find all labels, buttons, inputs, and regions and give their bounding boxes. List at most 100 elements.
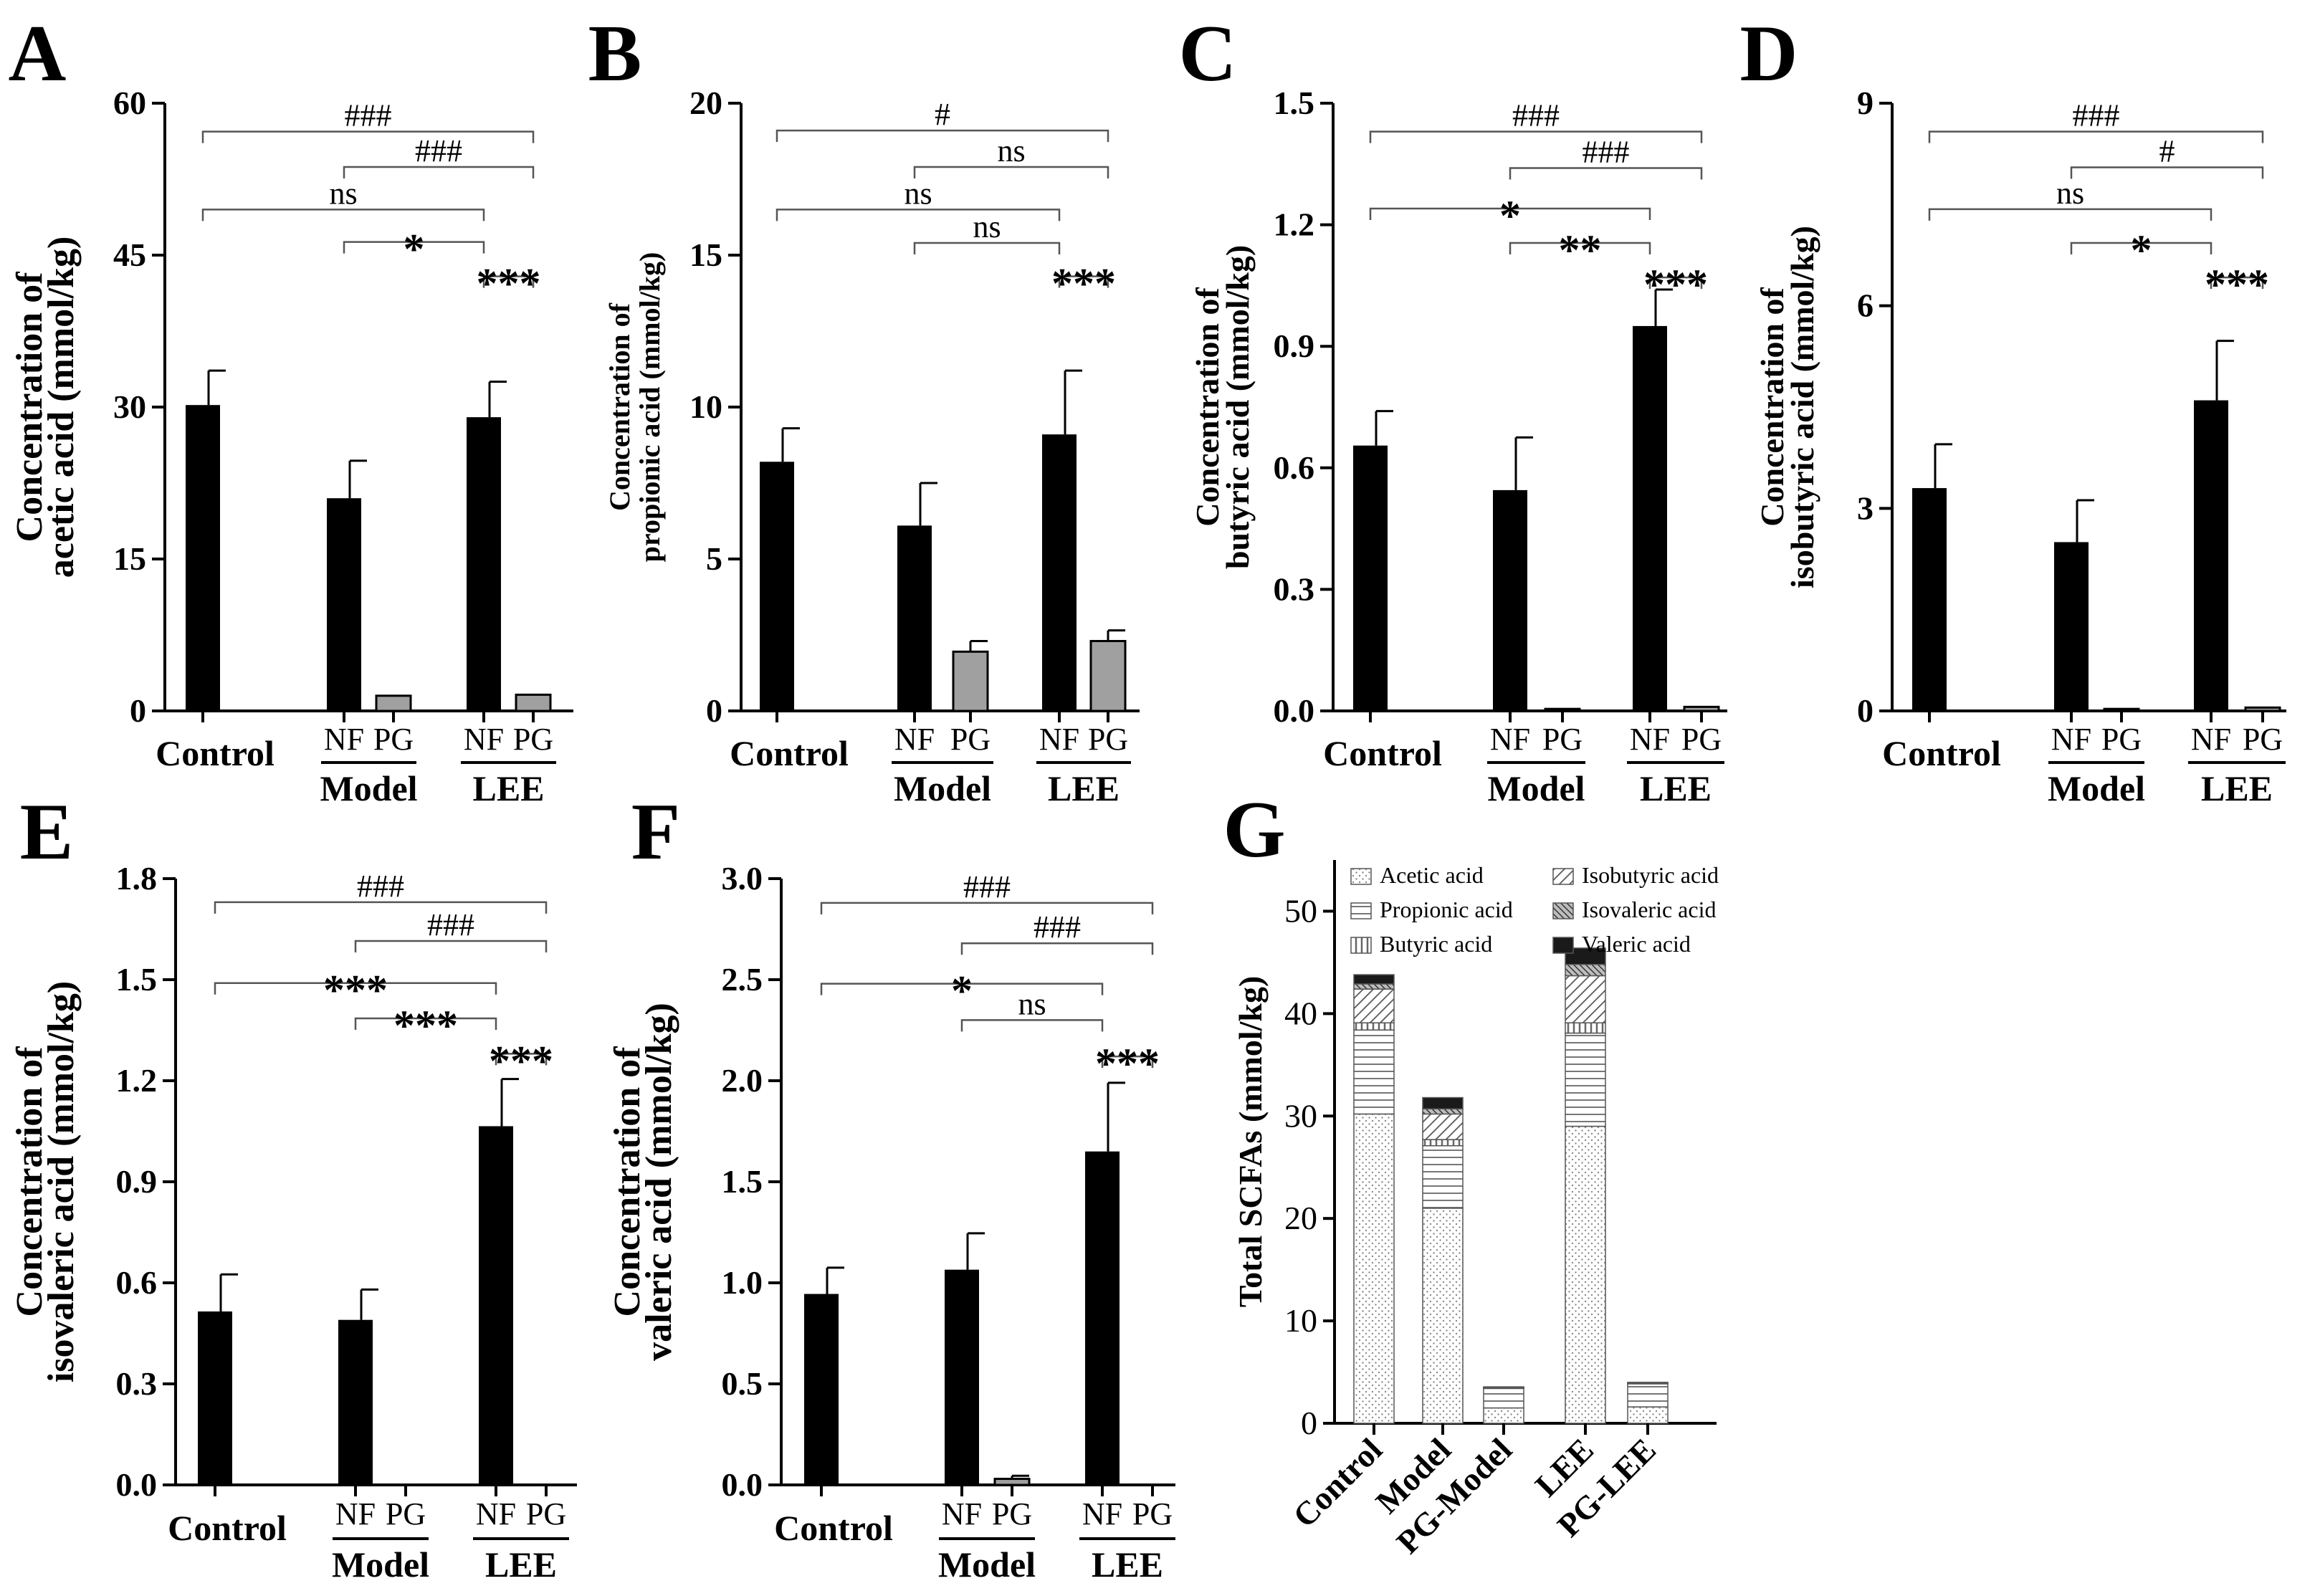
y-tick-label: 30	[1284, 1097, 1317, 1134]
bar-model-pg	[2103, 707, 2140, 712]
panel-letter-a: A	[9, 9, 67, 98]
stack-segment-valeric-acid	[1483, 1386, 1524, 1389]
significance-label: ###	[1034, 909, 1081, 945]
significance-label: ns	[329, 176, 357, 211]
stack-segment-valeric-acid	[1353, 974, 1395, 985]
bar-control	[1353, 445, 1388, 711]
x-label-model: Model	[332, 1544, 429, 1585]
x-label-control: Control	[168, 1508, 287, 1548]
significance-label: ***	[477, 260, 541, 307]
x-label-model: Model	[320, 768, 417, 808]
significance-bracket	[2070, 242, 2213, 255]
x-label-control: Control	[1323, 733, 1442, 773]
y-tick-label: 40	[1284, 995, 1317, 1031]
bar-model-pg	[375, 694, 412, 712]
significance-label: #	[935, 97, 950, 132]
significance-label: ns	[2056, 176, 2084, 211]
significance-label: ***	[489, 1037, 553, 1084]
significance-bracket	[2210, 276, 2264, 290]
stack-segment-acetic-acid	[1565, 1125, 1606, 1424]
y-tick-label: 0.9	[1274, 328, 1315, 364]
x-sublabel-pg: PG	[1681, 722, 1722, 757]
x-sublabel-nf: NF	[335, 1496, 376, 1532]
y-tick-label: 20	[689, 85, 722, 121]
y-tick-label: 5	[706, 540, 722, 577]
x-label-lee: LEE	[485, 1544, 557, 1585]
bar-control	[760, 462, 794, 711]
x-label-control: Control	[730, 733, 849, 773]
significance-bracket	[1509, 167, 1703, 180]
y-tick-label: 1.5	[722, 1163, 763, 1200]
y-tick-label: 0.0	[722, 1466, 763, 1503]
y-axis-title-line2: propionic acid (mmol/kg)	[634, 252, 666, 563]
stack-segment-propionic-acid	[1353, 1029, 1395, 1115]
panel-letter-d: D	[1740, 9, 1798, 98]
y-tick-label: 10	[1284, 1302, 1317, 1339]
y-axis-title-line1: Concentration of	[9, 1046, 50, 1317]
significance-bracket	[1369, 207, 1651, 220]
significance-bracket	[343, 166, 535, 179]
x-label-model: Model	[894, 768, 991, 808]
y-tick-label: 1.5	[116, 961, 158, 998]
bar-lee-pg	[515, 693, 552, 712]
stack-segment-isovaleric-acid	[1422, 1108, 1464, 1115]
panel-letter-f: F	[631, 788, 680, 876]
significance-bracket	[960, 1019, 1104, 1032]
significance-label: ns	[904, 176, 932, 211]
significance-bracket	[960, 942, 1154, 955]
y-tick-label: 1.0	[722, 1264, 763, 1301]
panel-letter-g: G	[1223, 785, 1285, 874]
significance-label: ns	[1018, 986, 1046, 1021]
y-tick-label: 1.2	[116, 1062, 158, 1099]
significance-label: ***	[1643, 261, 1708, 308]
significance-bracket	[1058, 275, 1109, 288]
significance-label: ###	[1512, 98, 1560, 133]
panel-g: G 0 10 20 30 40 50 Total SCFAs (mmol/kg) Control…	[1223, 785, 1719, 1561]
x-sublabel-nf: NF	[1039, 722, 1079, 757]
significance-label: ***	[393, 1002, 458, 1049]
x-label-lee: LEE	[472, 768, 544, 808]
legend-swatch	[1552, 868, 1574, 885]
stack-segment-acetic-acid	[1422, 1208, 1464, 1424]
x-sublabel-pg: PG	[386, 1496, 426, 1532]
x-sublabel-nf: NF	[894, 722, 935, 757]
significance-label: ***	[1095, 1040, 1160, 1087]
bar-model-nf	[2054, 542, 2089, 711]
y-tick-label: 1.8	[116, 860, 158, 897]
x-sublabel-nf: NF	[476, 1496, 516, 1532]
x-sublabel-nf: NF	[942, 1496, 982, 1532]
x-sublabel-nf: NF	[1490, 722, 1530, 757]
y-axis-title-line1: Concentration of	[1189, 287, 1226, 527]
stack-segment-isovaleric-acid	[1353, 983, 1395, 990]
significance-bracket	[201, 130, 535, 143]
significance-bracket	[495, 1053, 548, 1066]
legend-label-valeric-acid: Valeric acid	[1582, 931, 1691, 957]
y-tick-label: 60	[113, 85, 146, 121]
y-tick-label: 0.3	[1274, 570, 1315, 607]
panel-letter-e: E	[20, 788, 74, 876]
y-tick-label: 0	[130, 692, 146, 729]
significance-bracket	[913, 242, 1061, 255]
y-tick-label: 20	[1284, 1200, 1317, 1236]
significance-label: ***	[2205, 261, 2269, 308]
stack-segment-propionic-acid	[1483, 1387, 1524, 1409]
y-axis-title-line2: isovaleric acid (mmol/kg)	[41, 981, 82, 1382]
bar-model-nf	[897, 525, 932, 711]
x-sublabel-pg: PG	[2101, 722, 2142, 757]
significance-bracket	[1509, 242, 1651, 255]
x-sublabel-pg: PG	[2243, 722, 2283, 757]
significance-label: ns	[973, 209, 1001, 244]
significance-bracket	[214, 901, 548, 914]
y-tick-label: 15	[113, 540, 146, 577]
stack-segment-isovaleric-acid	[1565, 964, 1606, 977]
bar-model-pg	[952, 650, 989, 712]
bar-control	[804, 1294, 839, 1485]
x-label-lee: LEE	[2201, 768, 2273, 808]
significance-bracket	[201, 209, 485, 221]
bar-lee-nf	[1633, 325, 1667, 711]
y-tick-label: 2.0	[722, 1062, 763, 1099]
y-tick-label: 6	[1857, 287, 1874, 324]
significance-label: ###	[1583, 134, 1630, 169]
legend-label-propionic-acid: Propionic acid	[1380, 897, 1513, 922]
significance-bracket	[1928, 130, 2264, 143]
